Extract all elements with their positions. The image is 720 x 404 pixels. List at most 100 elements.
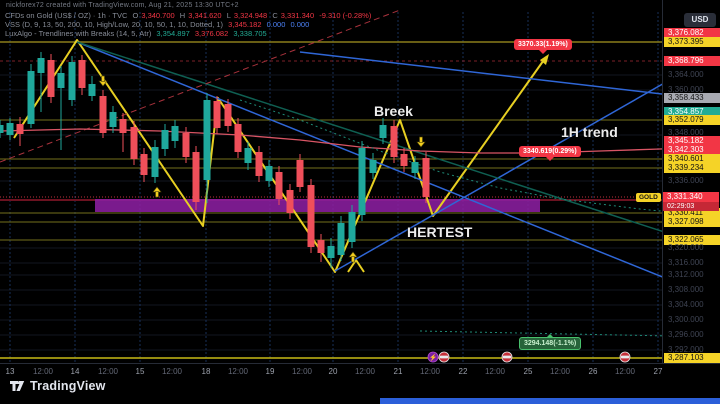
candle-body	[0, 125, 4, 133]
time-label: 14	[70, 367, 80, 376]
low-label: L	[226, 11, 231, 20]
candle-body	[78, 60, 86, 88]
open-value: 3,340.700	[141, 11, 175, 20]
blue-trend-up-line	[334, 56, 711, 272]
candle-body	[265, 166, 273, 181]
change-value: -9.310 (-0.28%)	[319, 11, 372, 20]
legend-indicator-vss[interactable]: VSS (D, 9, 13, 50, 200, 10, High/Low, 20…	[5, 20, 371, 29]
candle-body	[161, 130, 169, 149]
price-label: 3,312.000	[668, 270, 704, 279]
price-callout-mid[interactable]: 3340.619(0.29%)	[519, 146, 581, 161]
time-label: 12:00	[549, 367, 571, 376]
time-label: 12:00	[484, 367, 506, 376]
time-axis[interactable]: 13 12:00 14 12:00 15 12:00 18 12:00 19 12:00 20 12:…	[0, 363, 720, 378]
candle-body	[369, 160, 377, 173]
flag-stripe	[439, 355, 449, 359]
price-label: 3,327.098	[664, 217, 720, 227]
candle-body	[57, 73, 65, 88]
price-label: 3,345.182	[664, 136, 720, 146]
candle-body	[234, 124, 242, 152]
price-label: 3,316.000	[668, 258, 704, 267]
price-label: 3,358.433	[664, 93, 720, 103]
legend-indicator-luxalgo[interactable]: LuxAlgo - Trendlines with Breaks (14, 5,…	[5, 29, 371, 38]
time-label: 20	[328, 367, 338, 376]
price-label: 3,320.000	[668, 243, 704, 252]
time-label: 12:00	[291, 367, 313, 376]
candle-body	[130, 127, 138, 159]
candle-body	[296, 160, 304, 187]
candle-body	[109, 112, 117, 127]
currency-button[interactable]: USD	[684, 13, 716, 27]
candle-body	[171, 126, 179, 141]
candle-body	[411, 162, 419, 173]
indicator-lux-v1: 3,354.897	[156, 29, 190, 38]
candle-body	[99, 96, 107, 133]
bottom-window-strip	[380, 398, 720, 404]
candle-body	[379, 125, 387, 138]
time-label: 19	[265, 367, 275, 376]
time-label: 26	[588, 367, 598, 376]
time-label: 12:00	[161, 367, 183, 376]
arrow-stem	[101, 75, 105, 82]
candle-body	[37, 58, 45, 73]
candle-body	[275, 172, 283, 199]
candle-body	[255, 152, 263, 176]
indicator-lux-v3: 3,338.705	[233, 29, 267, 38]
indicator-lux-title: LuxAlgo - Trendlines with Breaks (14, 5,…	[5, 29, 152, 38]
time-label: 12:00	[354, 367, 376, 376]
indicator-vss-title: VSS (D, 9, 13, 50, 200, 10, High/Low, 20…	[5, 20, 224, 29]
symbol-title: CFDs on Gold (US$ / OZ) · 1h · TVC	[5, 11, 128, 20]
price-label: 3,292.000	[668, 345, 704, 354]
close-value: 3,331.340	[280, 11, 315, 20]
price-label: 3,322.065	[664, 235, 720, 245]
legend-symbol-row[interactable]: CFDs on Gold (US$ / OZ) · 1h · TVC O 3,34…	[5, 11, 371, 20]
candle-body	[140, 154, 148, 175]
indicator-vss-v2: 0.000	[266, 20, 286, 29]
time-label: 27	[653, 367, 663, 376]
candle-body	[307, 185, 315, 247]
candle-body	[6, 123, 14, 135]
price-label: 3,364.000	[668, 70, 704, 79]
time-label: 12:00	[32, 367, 54, 376]
time-label: 25	[523, 367, 533, 376]
blue-trend-steep-line	[76, 41, 720, 301]
drawing-text-hertest[interactable]: HERTEST	[407, 224, 473, 240]
candle-body	[390, 126, 398, 157]
time-label: 22	[458, 367, 468, 376]
price-axis[interactable]: 3,376.082 3,373.395 3,368.796 3,364.000 3,36…	[662, 0, 720, 363]
time-label: 12:00	[419, 367, 441, 376]
candle-body	[337, 223, 345, 255]
price-callout-target[interactable]: 3370.33(1.19%)	[514, 39, 572, 54]
tradingview-logo[interactable]: TradingView	[10, 379, 106, 393]
drawing-text-1h-trend[interactable]: 1H trend	[561, 124, 618, 140]
candle-body	[327, 246, 335, 258]
price-label: 3,304.000	[668, 300, 704, 309]
high-label: H	[179, 11, 186, 20]
candle-body	[224, 104, 232, 126]
candle-body	[213, 101, 221, 128]
indicator-vss-v3: 0.000	[290, 20, 310, 29]
candle-body	[286, 190, 294, 213]
price-label: 3,336.000	[668, 176, 704, 185]
legend: CFDs on Gold (US$ / OZ) · 1h · TVC O 3,34…	[5, 11, 371, 38]
candle-body	[27, 71, 35, 124]
candle-body	[119, 119, 127, 133]
time-label: 18	[201, 367, 211, 376]
event-flash-icon[interactable]	[427, 351, 439, 363]
candle-body	[47, 60, 55, 97]
price-callout-low[interactable]: 3294.148(-1.1%)	[519, 334, 582, 350]
green-trend-line	[76, 41, 720, 251]
candle-body	[182, 133, 190, 157]
price-label: 3,330.411	[664, 208, 720, 218]
candle-body	[16, 124, 24, 134]
red-ma-line	[0, 128, 720, 154]
candle-body	[68, 62, 76, 100]
candle-body	[358, 148, 366, 215]
yellow-caret-line	[347, 259, 365, 273]
drawing-text-breek[interactable]: Breek	[374, 103, 413, 119]
price-label: 3,360.000	[668, 85, 704, 94]
indicator-vss-v1: 3,345.182	[228, 20, 262, 29]
red-channel-line	[0, 9, 401, 163]
time-label: 21	[393, 367, 403, 376]
